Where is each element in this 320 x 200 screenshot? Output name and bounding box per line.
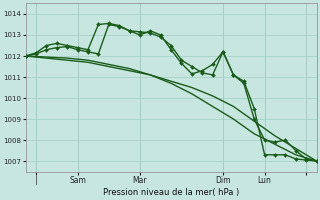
X-axis label: Pression niveau de la mer( hPa ): Pression niveau de la mer( hPa ) xyxy=(103,188,239,197)
